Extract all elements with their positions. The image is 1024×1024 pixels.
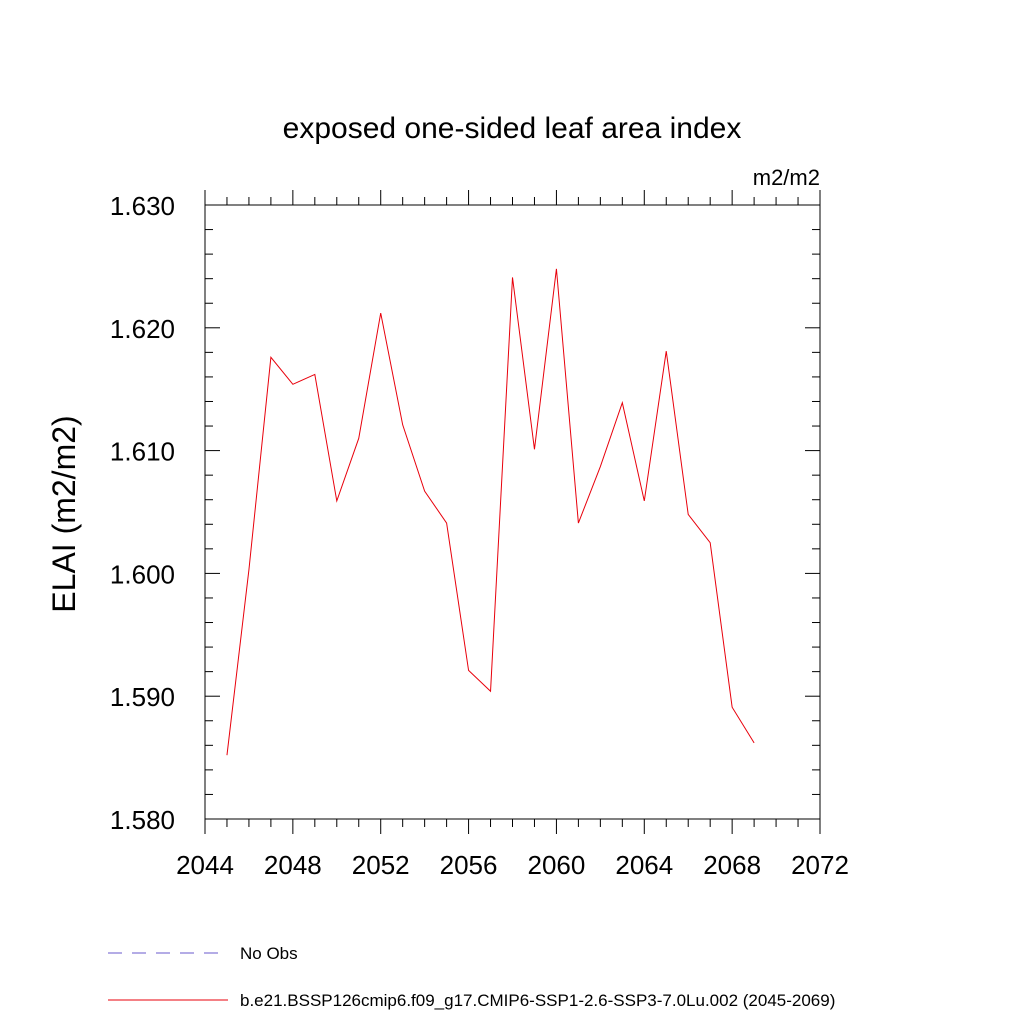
y-tick-label: 1.630	[110, 191, 175, 221]
x-tick-label: 2068	[703, 850, 761, 880]
plot-area-frame	[204, 204, 821, 820]
units-label: m2/m2	[753, 165, 820, 190]
y-tick-label: 1.610	[110, 437, 175, 467]
x-tick-label: 2052	[352, 850, 410, 880]
x-tick-label: 2056	[440, 850, 498, 880]
legend: No Obs b.e21.BSSP126cmip6.f09_g17.CMIP6-S…	[108, 944, 835, 1010]
legend-label: No Obs	[240, 944, 298, 963]
y-tick-label: 1.620	[110, 314, 175, 344]
legend-label: b.e21.BSSP126cmip6.f09_g17.CMIP6-SSP1-2.…	[240, 991, 835, 1010]
data-series	[226, 268, 755, 756]
x-tick-label: 2048	[264, 850, 322, 880]
series-line-1	[226, 268, 755, 756]
x-tick-label: 2060	[528, 850, 586, 880]
x-tick-label: 2044	[176, 850, 234, 880]
x-tick-label: 2072	[791, 850, 849, 880]
y-tick-label: 1.590	[110, 682, 175, 712]
y-axis-label: ELAI (m2/m2)	[46, 415, 82, 612]
chart-title: exposed one-sided leaf area index	[283, 112, 742, 145]
axis-tick-labels: 2044 2048 2052 2056 2060 2064 2068 2072 1.580 1.5…	[110, 191, 849, 880]
y-tick-label: 1.600	[110, 559, 175, 589]
y-tick-label: 1.580	[110, 805, 175, 835]
axis-ticks	[204, 190, 821, 834]
x-tick-label: 2064	[615, 850, 673, 880]
